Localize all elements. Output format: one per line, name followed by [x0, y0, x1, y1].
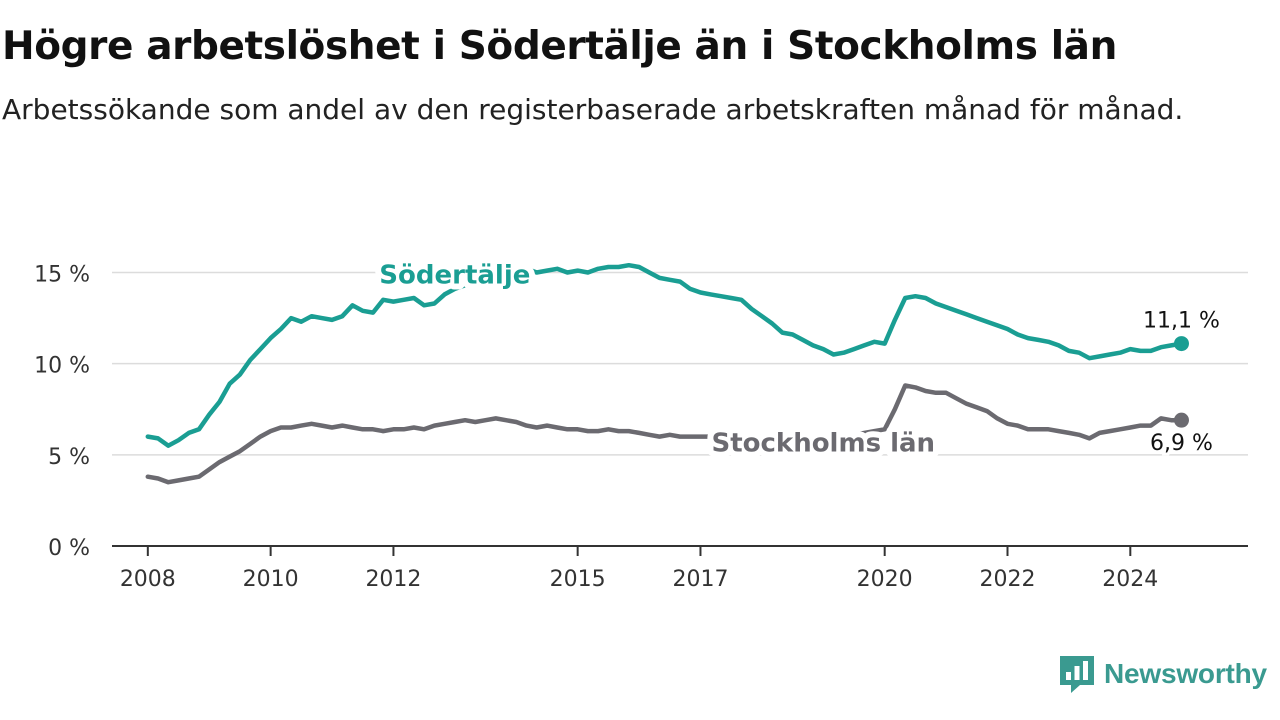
x-tick-label: 2012 — [365, 567, 421, 592]
series-line-sodertalje — [145, 262, 1184, 448]
x-tick-label: 2010 — [243, 567, 299, 592]
x-tick-label: 2020 — [857, 567, 913, 592]
x-tick-label: 2022 — [979, 567, 1035, 592]
x-tick-label: 2015 — [550, 567, 606, 592]
chart-title: Högre arbetslöshet i Södertälje än i Sto… — [2, 24, 1117, 69]
y-tick-label: 5 % — [48, 445, 90, 470]
end-point-stockholms-lan — [1173, 412, 1189, 428]
series-labels: Södertälje 11,1 % Stockholms län 6,9 % — [373, 254, 1223, 464]
end-value-label-sodertalje: 11,1 % — [1143, 309, 1220, 334]
end-point-sodertalje — [1173, 336, 1189, 352]
x-axis: 2008 2010 2012 2015 2017 2020 2022 2024 — [112, 545, 1248, 592]
end-value-label-stockholms-lan: 6,9 % — [1150, 431, 1213, 456]
y-tick-label: 0 % — [48, 536, 90, 561]
series-label-stockholms-lan: Stockholms län — [711, 429, 935, 459]
chart-subtitle: Arbetssökande som andel av den registerb… — [2, 93, 1184, 126]
y-axis: 0 % 5 % 10 % 15 % — [34, 262, 90, 561]
y-tick-label: 10 % — [34, 354, 90, 379]
brand-name: Newsworthy — [1104, 658, 1267, 689]
series-lines — [145, 262, 1184, 485]
x-tick-label: 2017 — [672, 567, 728, 592]
x-tick-label: 2008 — [120, 567, 176, 592]
grid-lines — [112, 271, 1248, 456]
series-label-sodertalje: Södertälje — [379, 260, 530, 290]
x-tick-label: 2024 — [1102, 567, 1158, 592]
series-line-stockholms-lan — [145, 383, 1184, 485]
newsworthy-logo: Newsworthy — [1058, 654, 1267, 694]
y-tick-label: 15 % — [34, 262, 90, 287]
newsworthy-logo-icon — [1060, 656, 1094, 693]
